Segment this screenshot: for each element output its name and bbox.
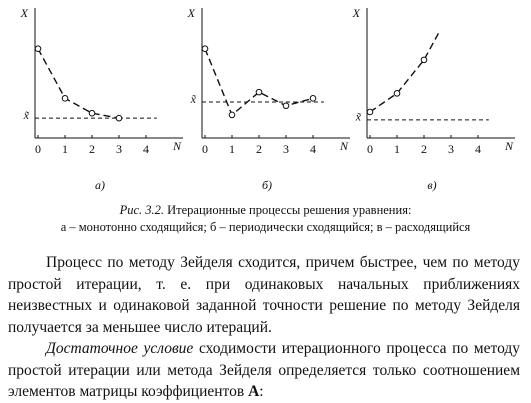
caption-label: Рис. 3.2. [119,203,164,217]
iteration-line [204,48,314,117]
x-tick-label: 3 [116,142,122,156]
iteration-point [366,108,374,116]
x-tilde-label: x̃ [190,92,197,106]
iteration-point [201,45,209,53]
x-tick-label: 0 [202,142,208,156]
iteration-line [37,48,120,119]
iteration-point [420,56,428,64]
iteration-point [88,109,96,117]
paragraph-end: : [259,383,264,400]
caption-line-2: а – монотонно сходящийся; б – периодичес… [60,220,471,234]
italic-term: Достаточное условие [46,340,194,357]
y-axis-label: X [20,6,29,20]
iteration-point [255,88,263,96]
iteration-point [282,102,290,110]
subfigure-label: а) [95,178,105,192]
x-tick-label: 3 [448,142,454,156]
x-tick-label: 3 [283,142,289,156]
x-tick-label: 2 [421,142,427,156]
y-axis-label: X [187,6,196,20]
y-axis-label: X [352,6,361,20]
x-tick-label: 1 [229,142,235,156]
iteration-point [34,45,42,53]
x-tilde-label: x̃ [355,110,362,124]
iteration-point [393,90,401,97]
x-tick-label: 4 [475,142,481,156]
x-tick-label: 1 [394,142,400,156]
iteration-point [309,95,317,102]
subfigure-label: б) [262,178,272,192]
x-tick-label: 0 [35,142,41,156]
iteration-point [228,111,236,119]
paragraph: Процесс по методу Зейделя сходится, прич… [8,254,520,336]
paragraph-text: сходимости итерационного процесса по мет… [8,340,521,400]
x-tick-label: 2 [256,142,262,156]
body-text: Процесс по методу Зейделя сходится, прич… [8,252,520,403]
x-tilde-label: x̃ [23,108,30,122]
subfigure-label: в) [427,178,436,192]
x-tick-label: 1 [62,142,68,156]
x-axis-label: N [504,139,514,153]
x-tick-label: 4 [310,142,316,156]
paragraph: Достаточное условие сходимости итерацион… [8,338,520,403]
iteration-point [115,114,123,122]
iteration-line [369,29,441,113]
caption-text: Итерационные процессы решения уравнения: [167,203,412,217]
caption-line-1: Рис. 3.2. Итерационные процессы решения … [0,203,531,218]
figure: X N 0 1 2 3 4 x̃ а) X N 0 1 2 3 4 x̃ б) X N 0 1 2 3 4 x̃ в) [20,6,515,192]
x-tick-label: 4 [143,142,149,156]
x-tick-label: 0 [367,142,373,156]
x-axis-label: N [339,139,349,153]
x-axis-label: N [172,139,182,153]
iteration-point [61,95,69,102]
bold-term: A [248,383,260,400]
x-tick-label: 2 [89,142,95,156]
